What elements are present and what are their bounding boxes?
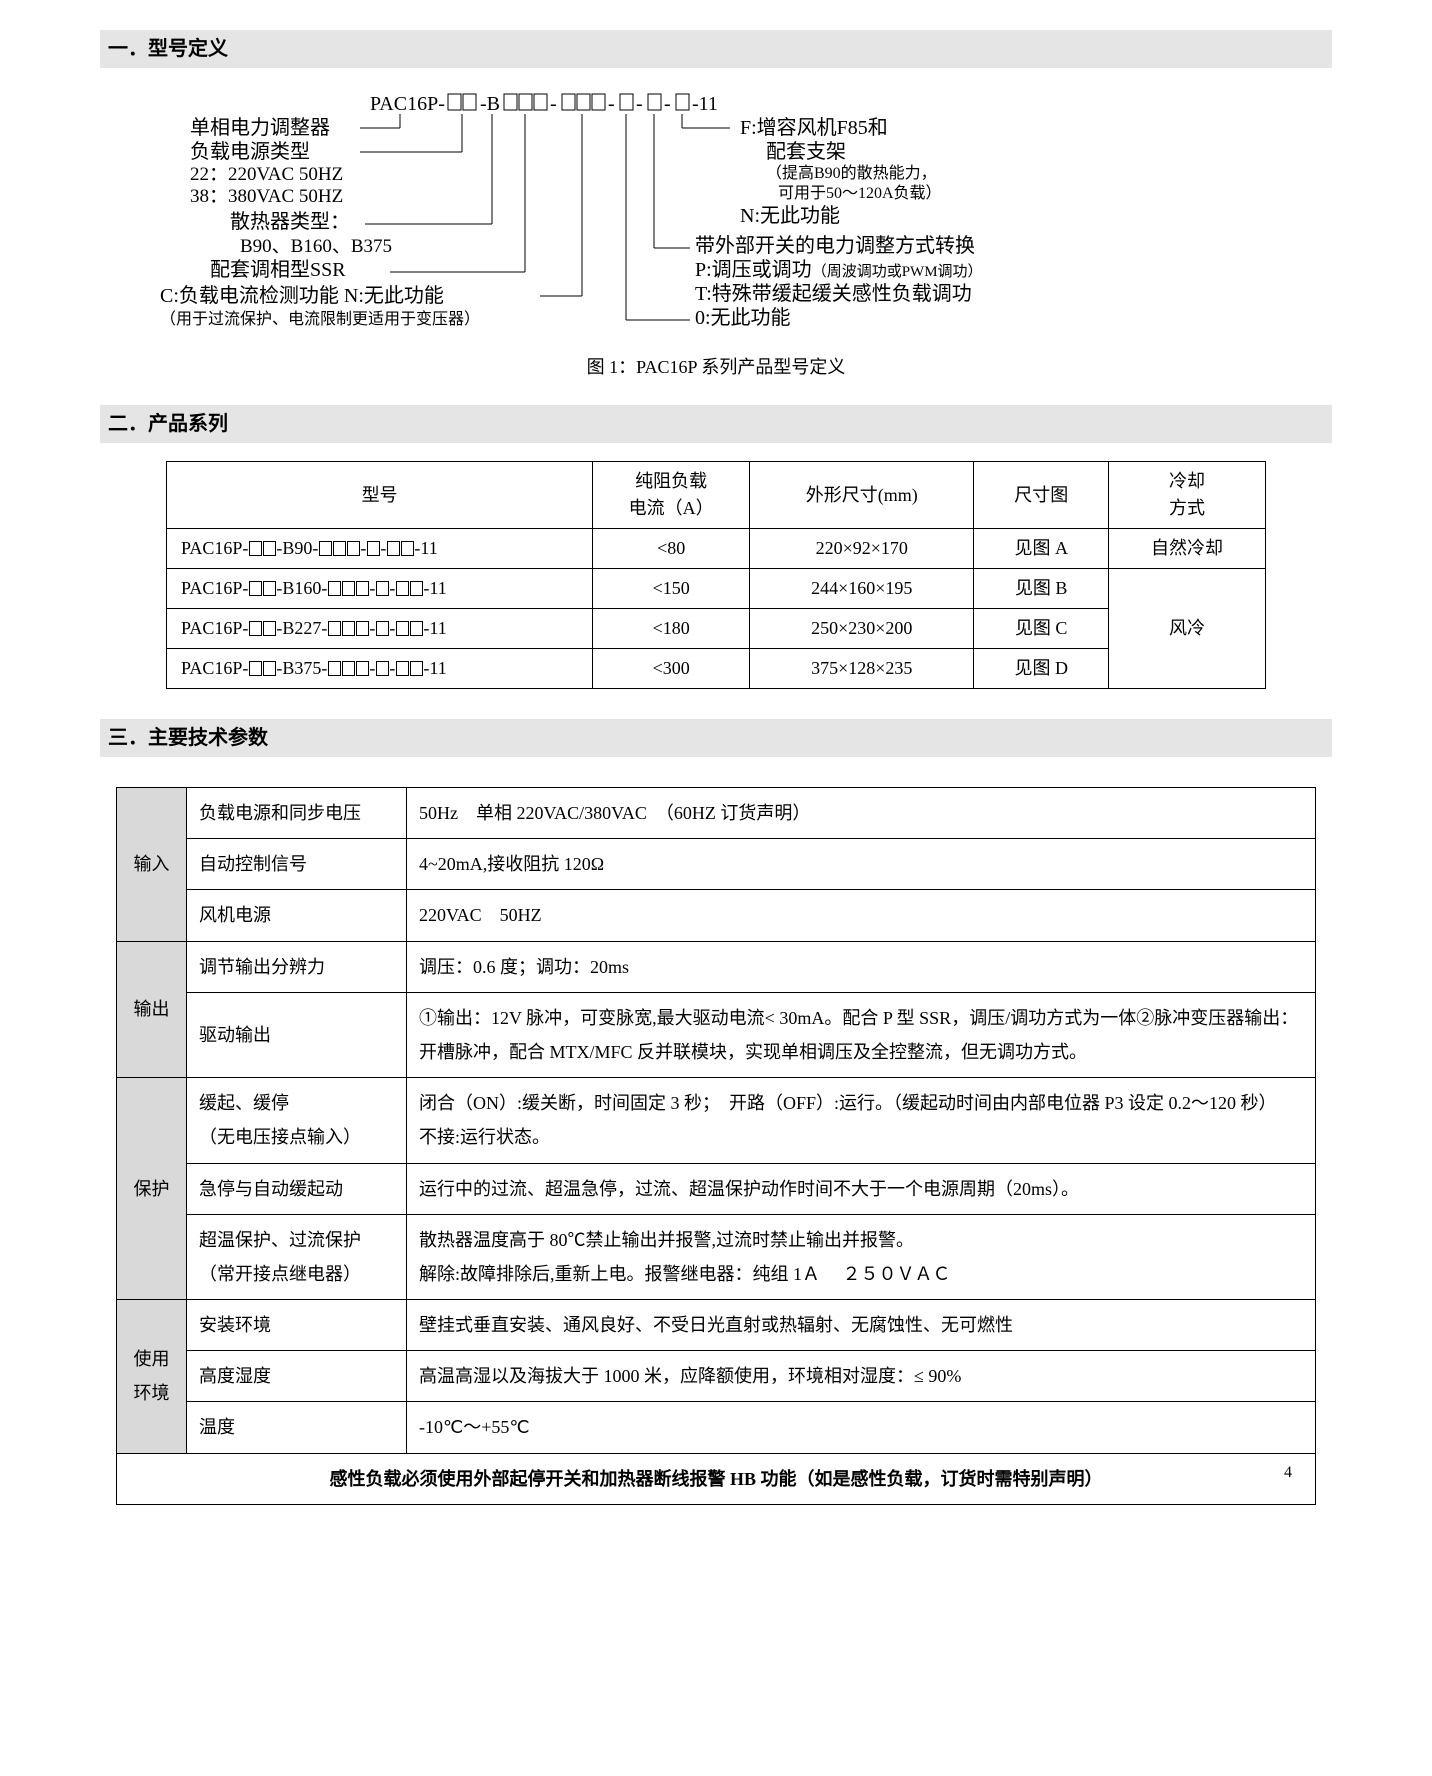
diag-left-l3a: 22：220VAC 50HZ: [190, 164, 343, 185]
series-cell-current: <80: [593, 529, 750, 569]
series-table: 型号 纯阻负载电流（A） 外形尺寸(mm) 尺寸图 冷却方式 PAC16P--B…: [166, 461, 1266, 689]
series-cell-fig: 见图 A: [974, 529, 1109, 569]
spec-sub-cell: 调节输出分辨力: [187, 941, 407, 992]
diag-left-l2: 负载电源类型: [190, 140, 310, 163]
table-row: 急停与自动缓起动运行中的过流、超温急停，过流、超温保护动作时间不大于一个电源周期…: [117, 1163, 1316, 1214]
svg-text:-: -: [550, 93, 557, 115]
spec-sub-cell: 超温保护、过流保护（常开接点继电器）: [187, 1214, 407, 1299]
series-cell-cool: 自然冷却: [1108, 529, 1265, 569]
model-definition-diagram: PAC16P- -B - - - - -11 单相电力调整器 负载电源类型 22…: [130, 86, 1302, 344]
table-row: 高度湿度高温高湿以及海拔大于 1000 米，应降额使用，环境相对湿度：≤ 90%: [117, 1351, 1316, 1402]
spec-val-cell: 高温高湿以及海拔大于 1000 米，应降额使用，环境相对湿度：≤ 90%: [407, 1351, 1316, 1402]
spec-sub-cell: 急停与自动缓起动: [187, 1163, 407, 1214]
spec-val-cell: 50Hz 单相 220VAC/380VAC （60HZ 订货声明）: [407, 788, 1316, 839]
spec-category-cell: 保护: [117, 1078, 187, 1300]
table-row: 自动控制信号4~20mA,接收阻抗 120Ω: [117, 839, 1316, 890]
page-number: 4: [1284, 1461, 1292, 1485]
svg-text:-: -: [636, 93, 643, 115]
diag-right-r6: 0:无此功能: [695, 306, 791, 329]
spec-sub-cell: 缓起、缓停（无电压接点输入）: [187, 1078, 407, 1163]
spec-category-cell: 使用环境: [117, 1300, 187, 1454]
section1-heading: 一．型号定义: [100, 30, 1332, 68]
spec-category-cell: 输入: [117, 788, 187, 942]
series-cell-current: <300: [593, 649, 750, 689]
spec-val-cell: 闭合（ON）:缓关断，时间固定 3 秒； 开路（OFF）:运行。（缓起动时间由内…: [407, 1078, 1316, 1163]
diag-left-l4: 散热器类型：: [230, 210, 350, 233]
series-cell-dims: 250×230×200: [750, 609, 974, 649]
series-cell-cool: 风冷: [1108, 569, 1265, 689]
table-row: 输出调节输出分辨力调压：0.6 度；调功：20ms: [117, 941, 1316, 992]
spec-val-cell: ①输出：12V 脉冲，可变脉宽,最大驱动电流< 30mA。配合 P 型 SSR，…: [407, 992, 1316, 1077]
spec-category-cell: 输出: [117, 941, 187, 1078]
diagram-svg: PAC16P- -B - - - - -11 单相电力调整器 负载电源类型 22…: [130, 86, 1290, 336]
table-row: PAC16P--B227----11<180250×230×200见图 C: [167, 609, 1266, 649]
series-cell-current: <180: [593, 609, 750, 649]
spec-sub-cell: 安装环境: [187, 1300, 407, 1351]
spec-sub-cell: 温度: [187, 1402, 407, 1453]
table-row: 使用环境安装环境壁挂式垂直安装、通风良好、不受日光直射或热辐射、无腐蚀性、无可燃…: [117, 1300, 1316, 1351]
svg-text:-B: -B: [480, 93, 500, 115]
figure1-caption: 图 1：PAC16P 系列产品型号定义: [100, 354, 1332, 381]
table-row: 温度-10℃～+55℃: [117, 1402, 1316, 1453]
series-cell-current: <150: [593, 569, 750, 609]
series-th-current: 纯阻负载电流（A）: [593, 462, 750, 529]
series-cell-fig: 见图 D: [974, 649, 1109, 689]
series-cell-dims: 375×128×235: [750, 649, 974, 689]
spec-val-cell: 散热器温度高于 80℃禁止输出并报警,过流时禁止输出并报警。解除:故障排除后,重…: [407, 1214, 1316, 1299]
series-cell-fig: 见图 B: [974, 569, 1109, 609]
series-model-cell: PAC16P--B160----11: [167, 569, 593, 609]
spec-footer-note: 感性负载必须使用外部起停开关和加热器断线报警 HB 功能（如是感性负载，订货时需…: [117, 1453, 1316, 1504]
diag-left-l6b: （用于过流保护、电流限制更适用于变压器）: [160, 310, 480, 328]
spec-sub-cell: 高度湿度: [187, 1351, 407, 1402]
series-model-cell: PAC16P--B227----11: [167, 609, 593, 649]
series-th-fig: 尺寸图: [974, 462, 1109, 529]
spec-val-cell: 壁挂式垂直安装、通风良好、不受日光直射或热辐射、无腐蚀性、无可燃性: [407, 1300, 1316, 1351]
table-row: PAC16P--B375----11<300375×128×235见图 D: [167, 649, 1266, 689]
spec-table: 输入负载电源和同步电压50Hz 单相 220VAC/380VAC （60HZ 订…: [116, 787, 1316, 1505]
diag-right-r1a: F:增容风机F85和: [740, 116, 888, 139]
spec-val-cell: -10℃～+55℃: [407, 1402, 1316, 1453]
series-model-cell: PAC16P--B375----11: [167, 649, 593, 689]
spec-val-cell: 调压：0.6 度；调功：20ms: [407, 941, 1316, 992]
spec-val-cell: 运行中的过流、超温急停，过流、超温保护动作时间不大于一个电源周期（20ms）。: [407, 1163, 1316, 1214]
diag-right-r5: T:特殊带缓起缓关感性负载调功: [695, 282, 972, 305]
diag-right-r4: P:调压或调功（周波调功或PWM调功）: [695, 258, 983, 281]
spec-sub-cell: 负载电源和同步电压: [187, 788, 407, 839]
diag-left-l6a: C:负载电流检测功能 N:无此功能: [160, 284, 444, 307]
section3-heading: 三．主要技术参数: [100, 719, 1332, 757]
series-cell-dims: 220×92×170: [750, 529, 974, 569]
section2-heading: 二．产品系列: [100, 405, 1332, 443]
diag-right-r1d: 可用于50～120A负载）: [778, 184, 942, 202]
series-cell-dims: 244×160×195: [750, 569, 974, 609]
svg-text:-: -: [664, 93, 671, 115]
diag-right-r3: 带外部开关的电力调整方式转换: [695, 234, 975, 257]
svg-text:-11: -11: [692, 93, 718, 115]
series-model-cell: PAC16P--B90----11: [167, 529, 593, 569]
diag-left-l1: 单相电力调整器: [190, 116, 330, 139]
svg-text:-: -: [608, 93, 615, 115]
diag-right-r1c: （提高B90的散热能力，: [766, 164, 937, 182]
diag-left-l3b: 38：380VAC 50HZ: [190, 186, 343, 207]
table-row: 输入负载电源和同步电压50Hz 单相 220VAC/380VAC （60HZ 订…: [117, 788, 1316, 839]
spec-sub-cell: 自动控制信号: [187, 839, 407, 890]
table-row: PAC16P--B160----11<150244×160×195见图 B风冷: [167, 569, 1266, 609]
diag-left-l5: 配套调相型SSR: [210, 258, 346, 281]
diag-right-r2: N:无此功能: [740, 204, 840, 227]
series-th-cool: 冷却方式: [1108, 462, 1265, 529]
spec-val-cell: 4~20mA,接收阻抗 120Ω: [407, 839, 1316, 890]
table-row: PAC16P--B90----11<80220×92×170见图 A自然冷却: [167, 529, 1266, 569]
series-th-dims: 外形尺寸(mm): [750, 462, 974, 529]
diag-model-code: PAC16P-: [370, 93, 445, 115]
table-row: 风机电源220VAC 50HZ: [117, 890, 1316, 941]
series-th-model: 型号: [167, 462, 593, 529]
diag-left-l4a: B90、B160、B375: [240, 236, 392, 257]
diag-right-r1b: 配套支架: [766, 140, 846, 163]
table-row: 超温保护、过流保护（常开接点继电器）散热器温度高于 80℃禁止输出并报警,过流时…: [117, 1214, 1316, 1299]
series-cell-fig: 见图 C: [974, 609, 1109, 649]
spec-sub-cell: 驱动输出: [187, 992, 407, 1077]
spec-sub-cell: 风机电源: [187, 890, 407, 941]
spec-val-cell: 220VAC 50HZ: [407, 890, 1316, 941]
table-row: 驱动输出①输出：12V 脉冲，可变脉宽,最大驱动电流< 30mA。配合 P 型 …: [117, 992, 1316, 1077]
table-row: 保护缓起、缓停（无电压接点输入）闭合（ON）:缓关断，时间固定 3 秒； 开路（…: [117, 1078, 1316, 1163]
